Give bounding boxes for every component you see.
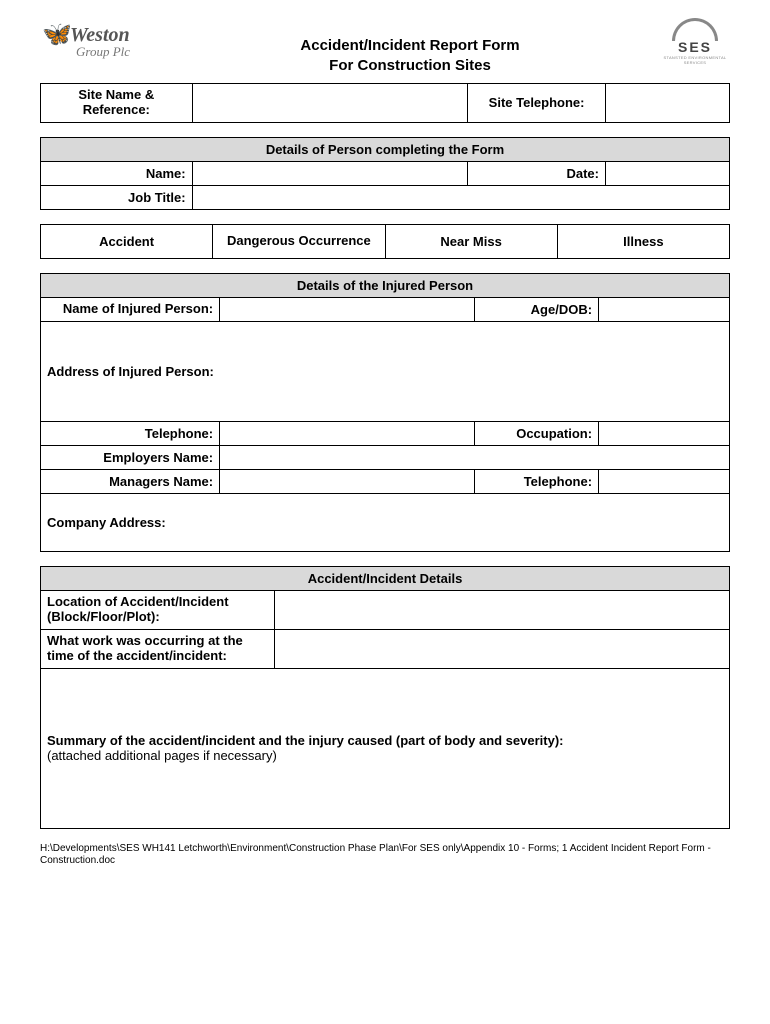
ses-logo: SES STANSTED ENVIRONMENTAL SERVICES <box>660 18 730 73</box>
injured-address-label: Address of Injured Person: <box>47 364 214 379</box>
company-address-label: Company Address: <box>47 515 166 530</box>
title-block: Accident/Incident Report Form For Constr… <box>160 18 660 75</box>
type-dangerous[interactable]: Dangerous Occurrence <box>213 224 385 258</box>
injured-telephone-input[interactable] <box>220 421 475 445</box>
type-near-miss[interactable]: Near Miss <box>385 224 557 258</box>
injured-name-input[interactable] <box>220 297 475 321</box>
ses-logo-sub: STANSTED ENVIRONMENTAL SERVICES <box>660 55 730 65</box>
type-illness[interactable]: Illness <box>557 224 729 258</box>
work-occurring-input[interactable] <box>275 629 730 668</box>
title-line-2: For Construction Sites <box>160 56 660 76</box>
injured-telephone-label: Telephone: <box>41 421 220 445</box>
ses-arc-icon <box>672 18 718 41</box>
summary-cell[interactable]: Summary of the accident/incident and the… <box>41 668 730 828</box>
weston-logo-sub: Group Plc <box>76 44 130 60</box>
managers-telephone-label: Telephone: <box>475 469 599 493</box>
occupation-input[interactable] <box>599 421 730 445</box>
summary-label: Summary of the accident/incident and the… <box>47 733 564 748</box>
site-info-table: Site Name & Reference: Site Telephone: <box>40 83 730 123</box>
age-dob-input[interactable] <box>599 297 730 321</box>
injured-person-table: Details of the Injured Person Name of In… <box>40 273 730 552</box>
injured-address-cell[interactable]: Address of Injured Person: <box>41 321 730 421</box>
location-label: Location of Accident/Incident (Block/Flo… <box>41 590 275 629</box>
butterfly-icon: 🦋 <box>42 20 72 49</box>
company-address-cell[interactable]: Company Address: <box>41 493 730 551</box>
injured-person-header: Details of the Injured Person <box>41 273 730 297</box>
job-title-label: Job Title: <box>41 185 193 209</box>
page-container: 🦋 Weston Group Plc Accident/Incident Rep… <box>0 0 770 877</box>
occupation-label: Occupation: <box>475 421 599 445</box>
location-input[interactable] <box>275 590 730 629</box>
incident-details-table: Accident/Incident Details Location of Ac… <box>40 566 730 829</box>
site-telephone-label: Site Telephone: <box>468 84 606 123</box>
ses-logo-main: SES <box>660 39 730 55</box>
employers-name-label: Employers Name: <box>41 445 220 469</box>
managers-name-input[interactable] <box>220 469 475 493</box>
work-occurring-label: What work was occurring at the time of t… <box>41 629 275 668</box>
weston-logo: 🦋 Weston Group Plc <box>40 18 160 68</box>
person-completing-header: Details of Person completing the Form <box>41 137 730 161</box>
summary-note: (attached additional pages if necessary) <box>47 748 277 763</box>
job-title-input[interactable] <box>192 185 729 209</box>
incident-details-header: Accident/Incident Details <box>41 566 730 590</box>
date-input[interactable] <box>605 161 729 185</box>
person-completing-table: Details of Person completing the Form Na… <box>40 137 730 210</box>
header-row: 🦋 Weston Group Plc Accident/Incident Rep… <box>40 18 730 75</box>
incident-type-table: Accident Dangerous Occurrence Near Miss … <box>40 224 730 259</box>
title-line-1: Accident/Incident Report Form <box>160 36 660 56</box>
name-label: Name: <box>41 161 193 185</box>
employers-name-input[interactable] <box>220 445 730 469</box>
site-telephone-input[interactable] <box>605 84 729 123</box>
site-name-ref-input[interactable] <box>192 84 468 123</box>
footer-path: H:\Developments\SES WH141 Letchworth\Env… <box>40 843 730 867</box>
age-dob-label: Age/DOB: <box>475 297 599 321</box>
managers-name-label: Managers Name: <box>41 469 220 493</box>
date-label: Date: <box>468 161 606 185</box>
name-input[interactable] <box>192 161 468 185</box>
site-name-ref-label: Site Name & Reference: <box>41 84 193 123</box>
managers-telephone-input[interactable] <box>599 469 730 493</box>
injured-name-label: Name of Injured Person: <box>41 297 220 321</box>
type-accident[interactable]: Accident <box>41 224 213 258</box>
